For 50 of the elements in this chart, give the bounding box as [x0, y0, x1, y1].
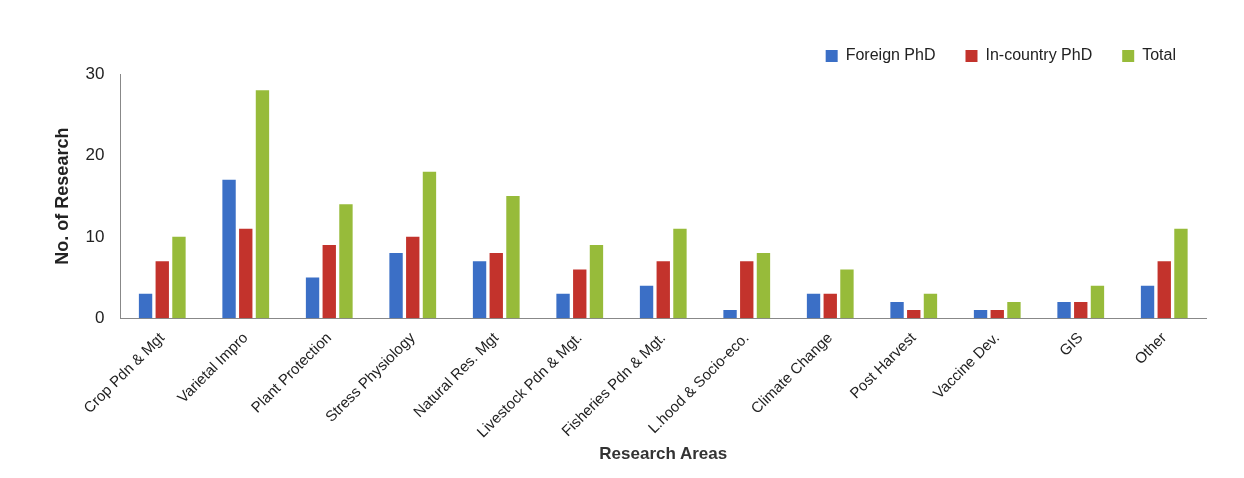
bar: [322, 244, 336, 319]
bar: [489, 253, 503, 319]
bar: [472, 261, 487, 319]
bar: [422, 171, 437, 319]
bar: [589, 244, 604, 319]
y-axis-title: No. of Research: [51, 127, 72, 265]
bar: [172, 236, 186, 319]
bar: [138, 293, 153, 319]
bar: [222, 179, 236, 319]
bar: [990, 310, 1004, 319]
bar: [1007, 301, 1021, 319]
legend-label: Foreign PhD: [845, 46, 936, 64]
bar: [1157, 261, 1171, 319]
bar: [573, 269, 587, 319]
legend-label: Total: [1142, 46, 1176, 64]
bar: [1140, 285, 1155, 319]
bar: [1090, 285, 1105, 319]
bar: [890, 301, 904, 319]
bar: [840, 269, 854, 319]
bar: [506, 196, 520, 319]
bar: [155, 261, 169, 319]
bar: [406, 236, 420, 319]
bar: [255, 90, 270, 319]
bar: [1174, 228, 1188, 319]
bar: [973, 310, 988, 319]
y-tick-label: 20: [85, 145, 105, 165]
bar: [656, 261, 670, 319]
bar: [907, 310, 921, 319]
bar: [389, 253, 403, 319]
bar: [305, 277, 320, 319]
bar: [923, 293, 938, 319]
y-tick-label: 0: [95, 307, 105, 327]
bar: [823, 293, 837, 319]
x-tick-label: Crop Pdn & Mgt: [79, 328, 168, 417]
x-axis-title: Research Areas: [599, 444, 728, 464]
bar: [556, 293, 570, 319]
bar: [639, 285, 654, 319]
bar: [673, 228, 687, 319]
bar: [806, 293, 821, 319]
x-tick-label: GIS: [1055, 328, 1086, 359]
bar: [756, 253, 771, 319]
bar: [723, 310, 737, 319]
bar: [1074, 301, 1088, 319]
y-tick-label: 30: [85, 63, 105, 83]
bar: [740, 261, 754, 319]
bar: [239, 228, 253, 319]
bar: [1057, 301, 1071, 319]
y-tick-label: 10: [85, 226, 105, 246]
legend-label: In-country PhD: [985, 46, 1093, 64]
bar: [339, 204, 353, 319]
